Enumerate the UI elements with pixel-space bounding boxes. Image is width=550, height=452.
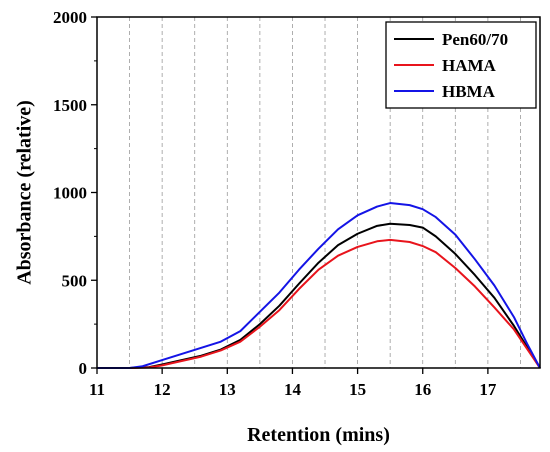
x-tick-label: 14 bbox=[284, 380, 302, 399]
y-tick-label: 1500 bbox=[53, 96, 87, 115]
x-tick-label: 17 bbox=[479, 380, 497, 399]
x-tick-label: 11 bbox=[89, 380, 105, 399]
x-tick-label: 13 bbox=[219, 380, 236, 399]
y-tick-label: 2000 bbox=[53, 8, 87, 27]
x-axis-title: Retention (mins) bbox=[247, 424, 390, 446]
x-axis-ticks: 11 12 13 14 15 16 17 bbox=[89, 368, 497, 399]
series-line-hbma bbox=[97, 202, 541, 369]
y-tick-label: 0 bbox=[79, 359, 88, 378]
legend-label: HBMA bbox=[442, 82, 496, 101]
y-axis-ticks: 0 500 1000 1500 2000 bbox=[53, 8, 97, 378]
legend-label: HAMA bbox=[442, 56, 497, 75]
series-line-pen60-70 bbox=[97, 222, 541, 369]
y-axis-title: Absorbance (relative) bbox=[14, 100, 36, 285]
x-tick-label: 16 bbox=[414, 380, 431, 399]
x-tick-label: 12 bbox=[154, 380, 171, 399]
series-lines bbox=[97, 202, 541, 369]
series-line-hama bbox=[97, 238, 541, 369]
y-tick-label: 500 bbox=[62, 271, 88, 290]
legend-label: Pen60/70 bbox=[442, 30, 508, 49]
y-tick-label: 1000 bbox=[53, 184, 87, 203]
x-tick-label: 15 bbox=[349, 380, 366, 399]
legend: Pen60/70 HAMA HBMA bbox=[385, 21, 537, 109]
